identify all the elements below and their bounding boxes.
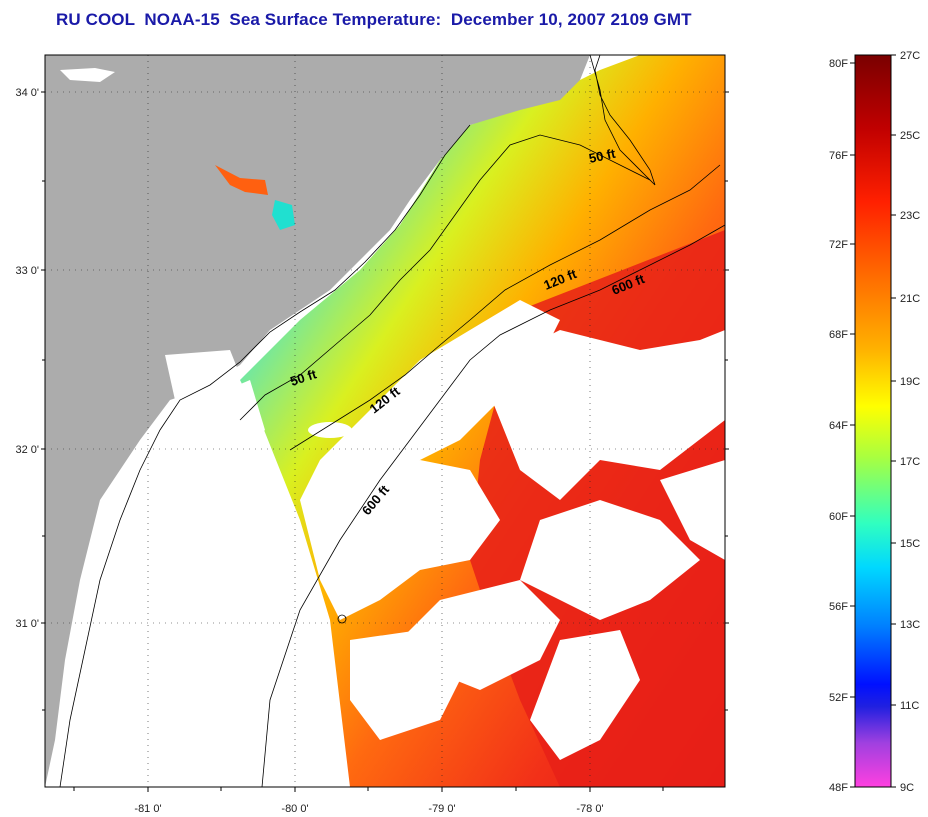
map-plot-area <box>45 55 725 787</box>
colorbar-label-c: 23C <box>900 210 920 222</box>
cloud-patches <box>300 300 725 760</box>
colorbar-label-f: 80F <box>829 58 848 70</box>
lat-label: 33 0' <box>15 265 39 277</box>
lon-label: -81 0' <box>134 803 161 815</box>
colorbar-label-f: 72F <box>829 239 848 251</box>
colorbar-ticks <box>850 54 896 788</box>
lat-label: 31 0' <box>15 618 39 630</box>
colorbar-label-c: 9C <box>900 782 914 794</box>
lon-label: -80 0' <box>281 803 308 815</box>
colorbar-label-c: 21C <box>900 293 920 305</box>
colorbar-label-c: 17C <box>900 456 920 468</box>
contour-label-50ft: 50 ft <box>588 146 618 166</box>
station-marker <box>337 614 347 624</box>
colorbar-label-c: 19C <box>900 376 920 388</box>
lon-label: -78 0' <box>576 803 603 815</box>
colorbar-label-c: 13C <box>900 619 920 631</box>
longitude-labels: -81 0' -80 0' -79 0' -78 0' <box>134 803 603 815</box>
map-frame <box>44 54 726 788</box>
colorbar-label-f: 56F <box>829 601 848 613</box>
colorbar-label-f: 60F <box>829 511 848 523</box>
colorbar-celsius-labels: 27C 25C 23C 21C 19C 17C 15C 13C 11C 9C <box>900 50 920 794</box>
colorbar: 80F 76F 72F 68F 64F 60F 56F 52F 48F 27C … <box>829 50 920 794</box>
coastline-main <box>59 124 471 787</box>
map-title: RU COOL NOAA-15 Sea Surface Temperature:… <box>56 10 692 29</box>
depth-contour-50ft <box>239 134 651 421</box>
depth-contour-120ft <box>289 164 721 451</box>
colorbar-gradient <box>854 54 892 788</box>
colorbar-label-c: 25C <box>900 130 920 142</box>
colorbar-label-f: 48F <box>829 782 848 794</box>
lon-label: -79 0' <box>428 803 455 815</box>
colorbar-label-f: 68F <box>829 329 848 341</box>
colorbar-fahrenheit-labels: 80F 76F 72F 68F 64F 60F 56F 52F 48F <box>829 58 848 794</box>
colorbar-label-f: 76F <box>829 150 848 162</box>
colorbar-label-c: 27C <box>900 50 920 62</box>
lat-label: 34 0' <box>15 87 39 99</box>
graticule <box>45 55 725 787</box>
latitude-labels: 34 0' 33 0' 32 0' 31 0' <box>15 87 39 630</box>
inland-lakes <box>60 68 265 460</box>
depth-contour-600ft <box>261 224 725 787</box>
colorbar-label-c: 15C <box>900 538 920 550</box>
coastline <box>589 55 656 186</box>
colorbar-label-c: 11C <box>900 700 919 712</box>
lat-label: 32 0' <box>15 444 39 456</box>
land-area <box>45 55 590 787</box>
map-ticks <box>41 91 729 792</box>
inland-sst-spots <box>215 165 295 230</box>
colorbar-label-f: 64F <box>829 420 848 432</box>
colorbar-label-f: 52F <box>829 692 848 704</box>
